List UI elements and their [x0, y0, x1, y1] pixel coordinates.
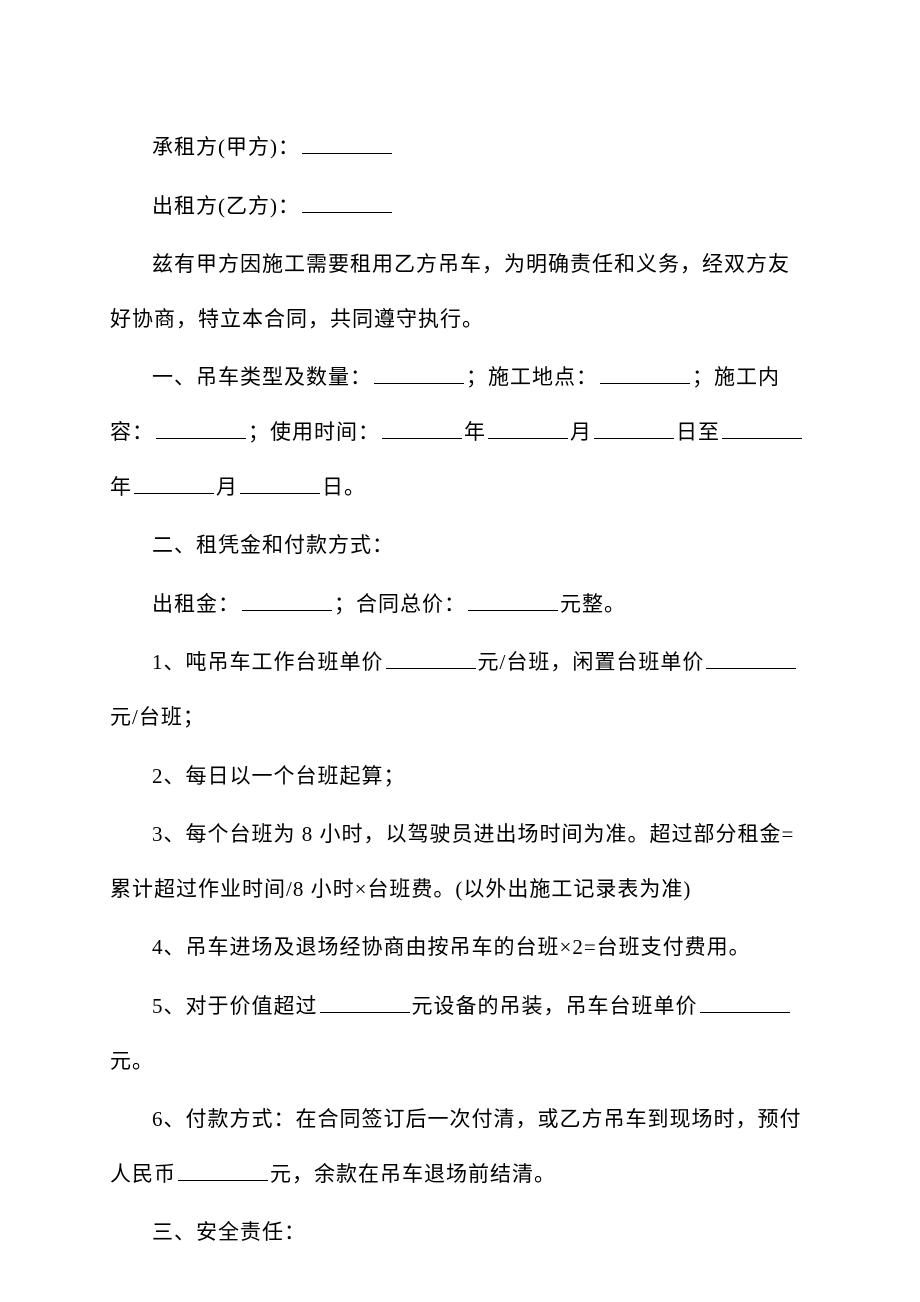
s2-item2: 2、每日以一个台班起算；	[110, 749, 810, 804]
s2-item1-blank1	[386, 648, 476, 669]
s2-item1b: 元/台班，闲置台班单价	[478, 650, 705, 674]
s1-day1-blank	[594, 418, 674, 439]
document-body: 承租方(甲方)： 出租方(乙方)： 兹有甲方因施工需要租用乙方吊车，为明确责任和…	[110, 120, 810, 1260]
party-a-label: 承租方(甲方)：	[152, 135, 300, 159]
s2-item5-blank2	[700, 992, 790, 1013]
s2-rent-label: 出租金：	[152, 592, 240, 616]
s1-year2-blank	[722, 418, 802, 439]
section-2-title: 二、租凭金和付款方式：	[110, 518, 810, 573]
section-1: 一、吊车类型及数量：；施工地点：；施工内容：；使用时间：年月日至年月日。	[110, 350, 810, 514]
s2-item5-blank1	[320, 992, 410, 1013]
s2-rent-blank	[242, 590, 332, 611]
s1-month1: 月	[570, 420, 592, 444]
s1-day2-blank	[240, 473, 320, 494]
preamble: 兹有甲方因施工需要租用乙方吊车，为明确责任和义务，经双方友好协商，特立本合同，共…	[110, 237, 810, 346]
s1-type-blank	[374, 363, 464, 384]
s1-content-blank	[156, 418, 246, 439]
s2-total-blank	[468, 590, 558, 611]
section-3-title: 三、安全责任：	[110, 1205, 810, 1260]
party-a-line: 承租方(甲方)：	[110, 120, 810, 175]
s2-item3: 3、每个台班为 8 小时，以驾驶员进出场时间为准。超过部分租金=累计超过作业时间…	[110, 807, 810, 916]
s2-yuan: 元整。	[560, 592, 626, 616]
s2-item5a: 5、对于价值超过	[152, 994, 318, 1018]
party-b-label: 出租方(乙方)：	[152, 194, 300, 218]
s1-year2: 年	[110, 475, 132, 499]
s2-item1: 1、吨吊车工作台班单价 元/台班，闲置台班单价元/台班；	[110, 635, 810, 744]
s2-item6: 6、付款方式：在合同签订后一次付清，或乙方吊车到现场时，预付人民币元，余款在吊车…	[110, 1092, 810, 1201]
s2-item5b: 元设备的吊装，吊车台班单价	[412, 994, 698, 1018]
s1-to: 至	[698, 420, 720, 444]
s2-item6-blank	[178, 1160, 268, 1181]
s2-item4: 4、吊车进场及退场经协商由按吊车的台班×2=台班支付费用。	[110, 920, 810, 975]
s2-item5c: 元。	[110, 1049, 154, 1073]
s1-month2: 月	[216, 475, 238, 499]
party-a-blank	[302, 133, 392, 154]
s2-item1a: 1、吨吊车工作台班单价	[152, 650, 384, 674]
s1-prefix: 一、吊车类型及数量：	[152, 365, 372, 389]
s1-month2-blank	[134, 473, 214, 494]
s2-total-label: ；合同总价：	[334, 592, 466, 616]
s2-item6b: 元，余款在吊车退场前结清。	[270, 1162, 556, 1186]
s2-item1-blank2	[706, 648, 796, 669]
s1-year1: 年	[464, 420, 486, 444]
s2-item5: 5、对于价值超过 元设备的吊装，吊车台班单价元。	[110, 979, 810, 1088]
s1-year1-blank	[382, 418, 462, 439]
party-b-line: 出租方(乙方)：	[110, 179, 810, 234]
s1-loc: ；施工地点：	[466, 365, 598, 389]
s1-loc-blank	[600, 363, 690, 384]
s1-end: 日。	[322, 475, 366, 499]
s1-day1: 日	[676, 420, 698, 444]
s2-item1c: 元/台班；	[110, 705, 205, 729]
party-b-blank	[302, 192, 392, 213]
s1-time: ；使用时间：	[248, 420, 380, 444]
s2-rent-line: 出租金： ；合同总价： 元整。	[110, 577, 810, 632]
s1-month1-blank	[488, 418, 568, 439]
